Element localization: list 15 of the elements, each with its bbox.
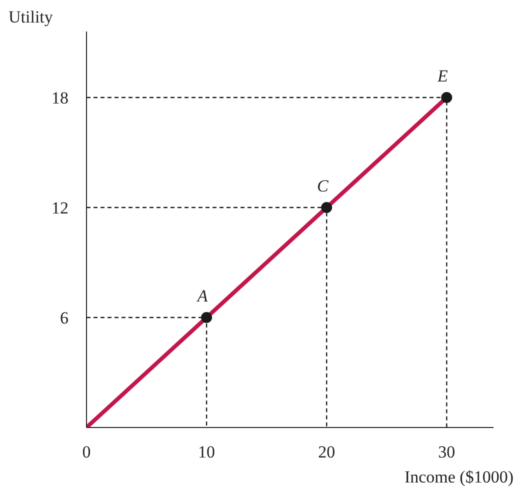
- x-axis-title: Income ($1000): [404, 468, 514, 486]
- point: [441, 92, 452, 103]
- x-tick-label: 20: [318, 442, 336, 462]
- y-tick-label: 12: [52, 198, 68, 218]
- x-tick-label: 30: [438, 442, 456, 462]
- point: [201, 312, 212, 323]
- y-tick-label: 6: [60, 308, 68, 328]
- y-tick-label: 18: [52, 88, 68, 108]
- x-tick-label: 0: [82, 442, 91, 462]
- x-tick-label: 10: [198, 442, 216, 462]
- annotation: C: [316, 176, 329, 196]
- y-axis-title: Utility: [8, 8, 54, 26]
- annotation: E: [436, 66, 448, 86]
- annotation: A: [196, 286, 208, 306]
- point: [321, 202, 332, 213]
